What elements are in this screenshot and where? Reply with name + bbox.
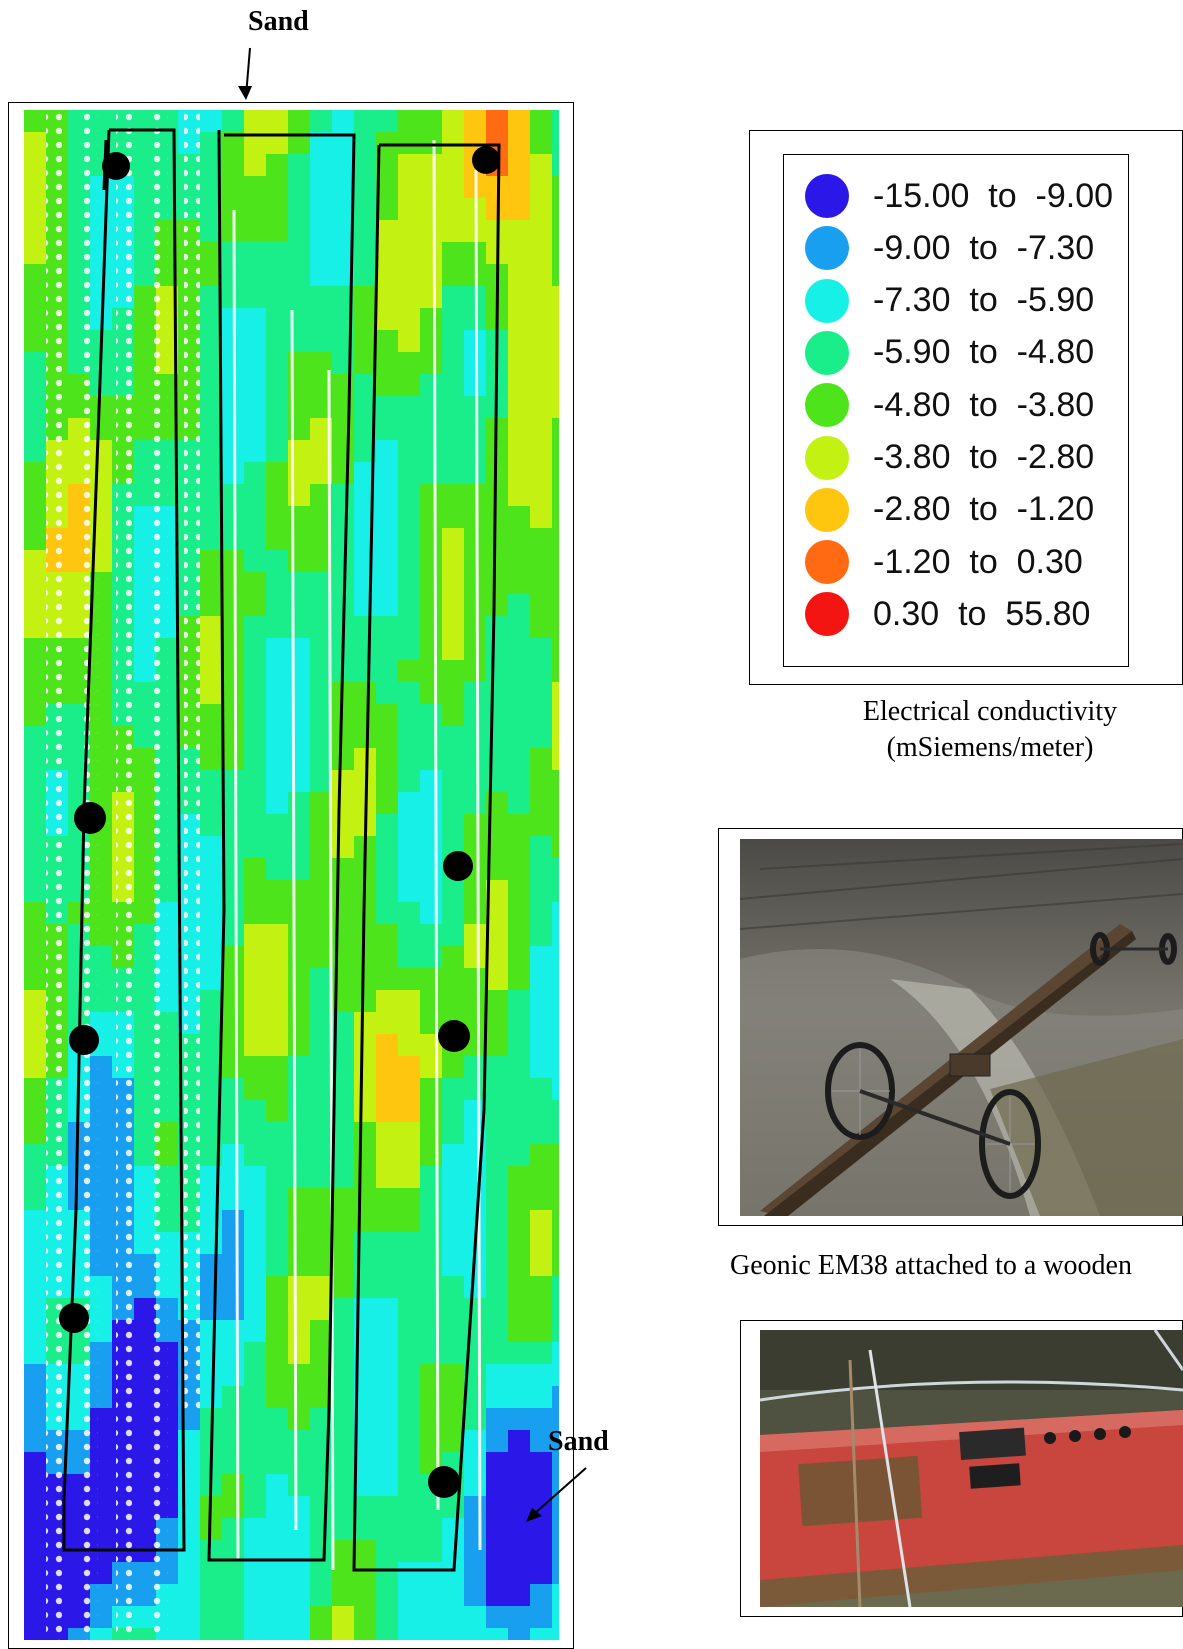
legend-label: -5.90 to -4.80	[873, 333, 1095, 372]
legend-item: -1.20 to 0.30	[805, 537, 1083, 587]
legend-item: -2.80 to -1.20	[805, 485, 1094, 535]
legend-swatch	[805, 330, 849, 375]
legend-item: -4.80 to -3.80	[805, 380, 1094, 430]
legend-swatch	[805, 174, 849, 218]
legend-label: -2.80 to -1.20	[873, 490, 1095, 529]
sand-label-bottom: Sand	[548, 1426, 609, 1457]
legend-swatch	[805, 540, 849, 585]
em38-cart-photo	[740, 839, 1183, 1216]
legend-caption-line1: Electrical conductivity	[862, 696, 1118, 727]
map-streaks	[232, 139, 482, 1571]
sand-arrow-top	[238, 47, 252, 100]
legend-label: -9.00 to -7.30	[873, 228, 1095, 267]
photo-caption-1: Geonic EM38 attached to a wooden	[730, 1250, 1132, 1281]
legend-item: -5.90 to -4.80	[805, 328, 1094, 378]
legend-swatch	[805, 592, 849, 637]
legend-swatch	[805, 278, 849, 323]
legend-caption-line2: (mSiemens/meter)	[886, 732, 1094, 763]
legend-swatch	[805, 487, 849, 532]
legend-swatch	[805, 383, 849, 428]
legend-label: -1.20 to 0.30	[873, 542, 1083, 581]
legend-label: -7.30 to -5.90	[873, 281, 1095, 320]
map-dot-columns	[46, 110, 200, 1640]
em38-instrument-photo	[760, 1330, 1183, 1607]
legend-label: -3.80 to -2.80	[873, 438, 1095, 476]
legend-label: 0.30 to 55.80	[873, 594, 1091, 633]
legend-swatch	[805, 226, 849, 271]
legend-item: 0.30 to 55.80	[805, 589, 1090, 639]
conductivity-map	[24, 110, 559, 1640]
legend-label: -15.00 to -9.00	[873, 176, 1114, 215]
survey-tracks	[62, 128, 501, 1572]
sample-markers	[59, 146, 500, 1498]
legend-item: -7.30 to -5.90	[805, 276, 1094, 326]
legend-swatch	[805, 435, 849, 480]
sand-label-top: Sand	[248, 6, 309, 37]
legend-item: -9.00 to -7.30	[805, 223, 1094, 273]
legend-item: -15.00 to -9.00	[805, 171, 1113, 221]
sand-arrow-bottom	[526, 1467, 587, 1522]
legend-item: -3.80 to -2.80	[805, 433, 1094, 483]
legend-label: -4.80 to -3.80	[873, 385, 1095, 424]
